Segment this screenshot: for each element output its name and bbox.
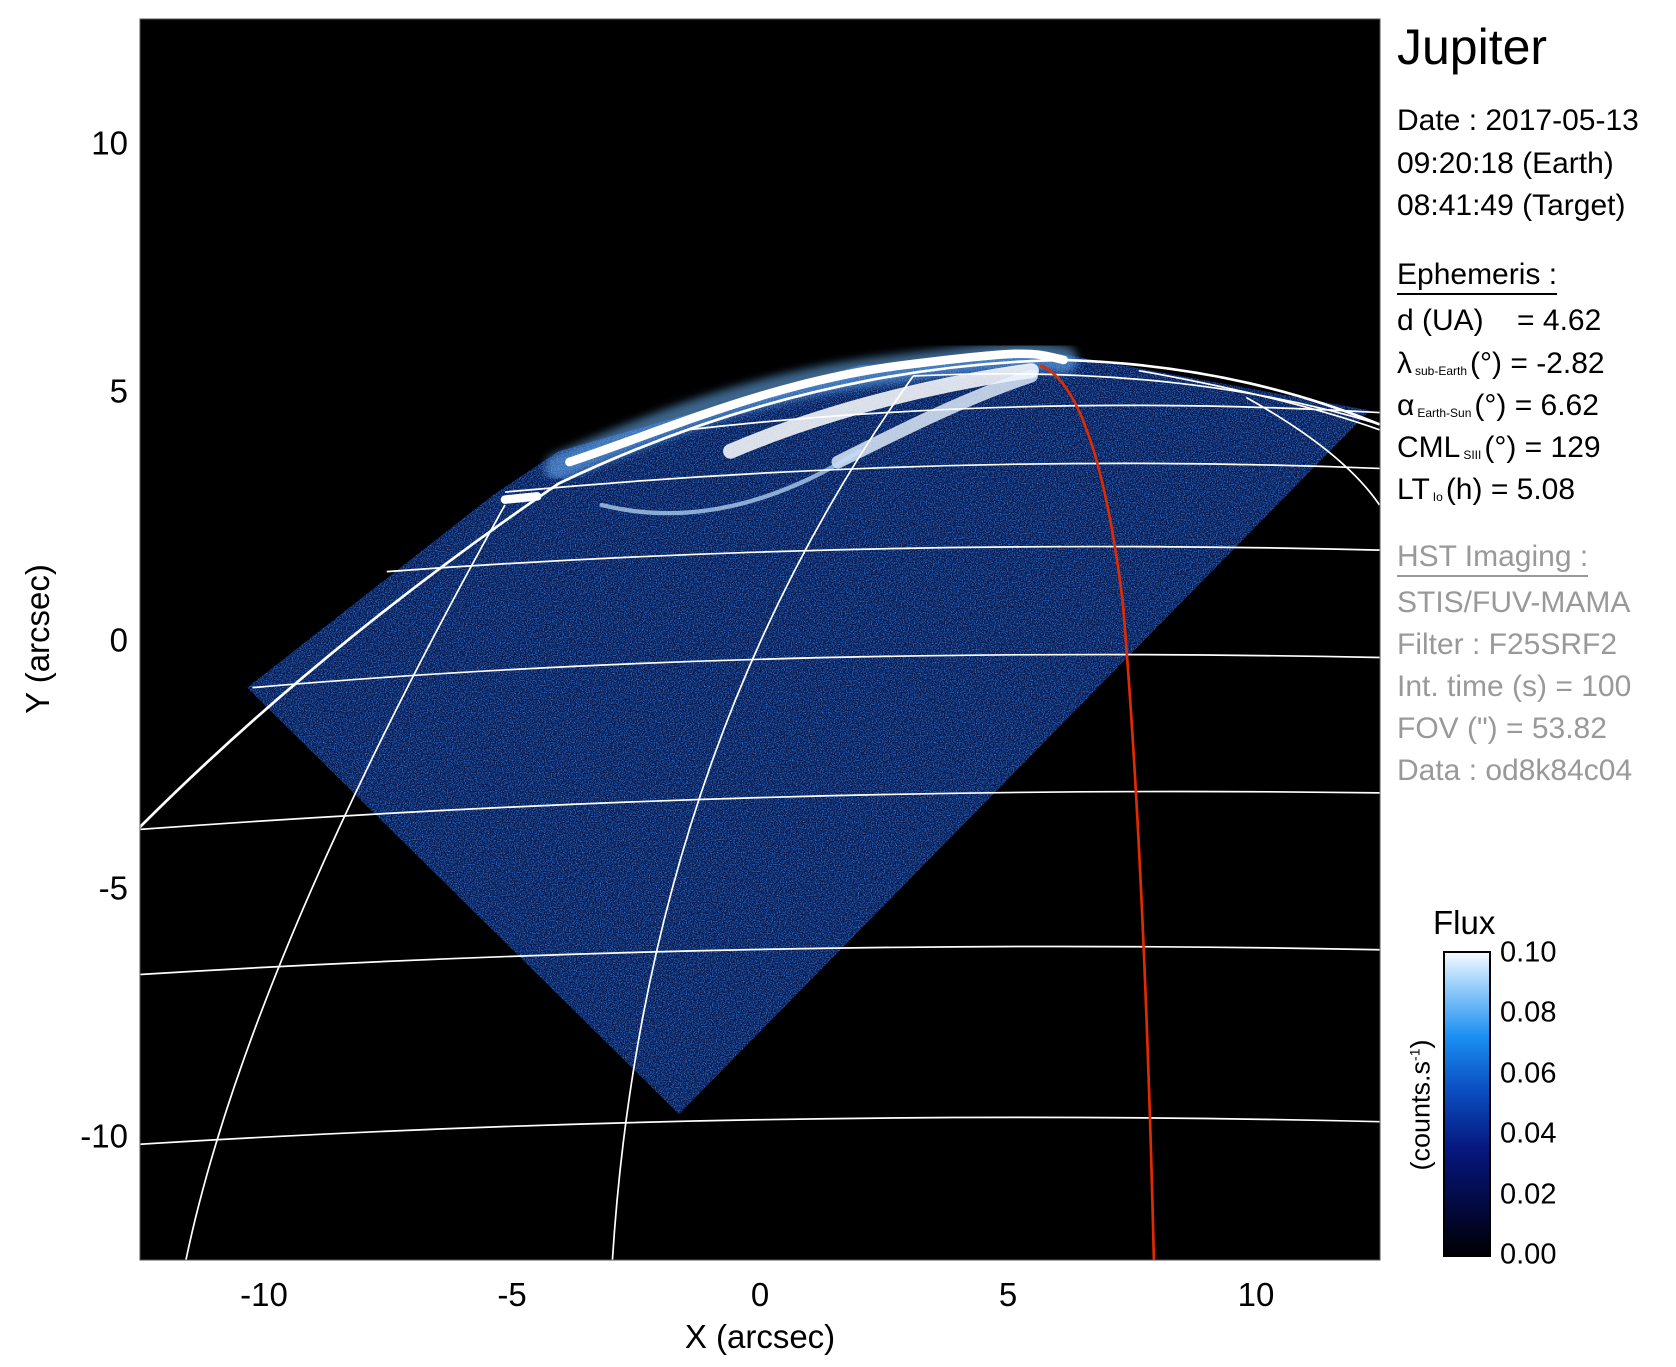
ephemeris-value: (°) = 6.62 [1474,389,1599,422]
ephemeris-symbol: λ [1397,347,1412,380]
detector-noise [247,354,1370,1115]
time-earth: 09:20:18 (Earth) [1397,147,1614,180]
ephemeris-subscript: Earth-Sun [1417,406,1472,420]
ephemeris-item: LT Io (h) = 5.08 [1397,475,1575,505]
y-axis-label: Y (arcsec) [19,564,56,714]
colorbar-tick-label: 0.02 [1500,1178,1557,1211]
colorbar-unit-close: ) [1405,1039,1436,1049]
ephemeris-item: λ sub-Earth (°) = -2.82 [1397,349,1605,379]
ephemeris-item: α Earth-Sun (°) = 6.62 [1397,391,1599,421]
colorbar-tick-label: 0.00 [1500,1238,1557,1271]
ephemeris-subscript: SIII [1463,448,1482,462]
colorbar-unit: (counts.s-1) [1406,1040,1437,1171]
hst-info-line: Data : od8k84c04 [1397,754,1633,787]
ephemeris-symbol: CML [1397,431,1461,464]
plot-frame [139,18,1381,1261]
ephemeris-value: (°) = 129 [1484,431,1601,464]
time-target: 08:41:49 (Target) [1397,189,1626,222]
ephemeris-item: d (UA) = 4.62 [1397,306,1601,336]
ephemeris-item: CML SIII (°) = 129 [1397,433,1601,463]
ephemeris-header: Ephemeris : [1397,260,1558,295]
io-footprint-meridian [1039,364,1156,1260]
x-tick-label: -5 [497,1276,527,1313]
longitude-grid [185,369,1380,1260]
colorbar-unit-text: (counts.s [1405,1060,1436,1171]
y-tick-label: -10 [80,1117,128,1155]
y-tick-label: 10 [91,124,128,162]
ephemeris-subscript: Io [1432,490,1443,504]
y-tick-label: -5 [98,869,128,907]
colorbar-tick-label: 0.06 [1500,1057,1557,1090]
hst-info-line: Int. time (s) = 100 [1397,670,1632,703]
ephemeris-symbol: α [1397,389,1415,422]
colorbar-title: Flux [1433,904,1496,941]
ephemeris-subscript: sub-Earth [1415,364,1468,378]
hst-info-line: STIS/FUV-MAMA [1397,586,1631,619]
ephemeris-symbol: LT [1397,473,1430,506]
target-title: Jupiter [1397,19,1548,75]
y-tick-label: 0 [109,621,128,658]
colorbar-tick-label: 0.10 [1500,936,1557,969]
x-axis-label: X (arcsec) [684,1318,836,1355]
colorbar-tick-label: 0.08 [1500,996,1557,1029]
colorbar-unit-sup: -1 [1406,1048,1423,1061]
y-tick-label: 5 [109,372,128,410]
auroral-emission [500,342,1078,516]
hst-info-line: FOV (") = 53.82 [1397,712,1607,745]
ephemeris-symbol: d (UA) [1397,304,1484,337]
colorbar-tick-label: 0.04 [1500,1117,1557,1150]
date-text: Date : 2017-05-13 [1397,104,1639,137]
ephemeris-value: = 4.62 [1483,304,1602,337]
hst-header: HST Imaging : [1397,542,1589,577]
ephemeris-value: (h) = 5.08 [1445,473,1576,506]
ephemeris-value: (°) = -2.82 [1470,347,1605,380]
x-tick-label: 10 [1237,1276,1275,1313]
latitude-grid [140,372,1380,1146]
x-tick-label: 0 [750,1276,770,1313]
colorbar [1443,951,1491,1257]
hst-info-line: Filter : F25SRF2 [1397,628,1618,661]
planet-limb [140,358,1380,829]
x-tick-label: -10 [240,1276,288,1313]
x-tick-label: 5 [998,1276,1018,1313]
